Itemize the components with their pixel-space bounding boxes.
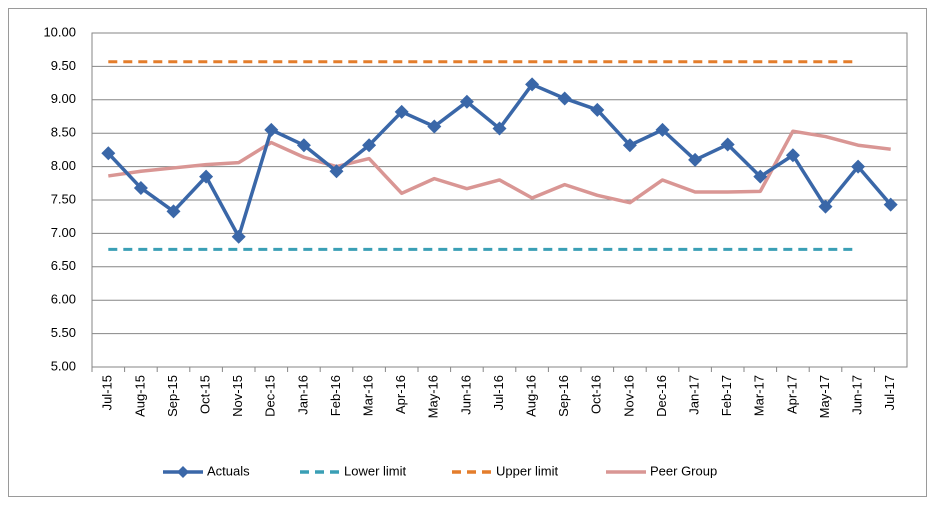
- x-tick-label: Sep-15: [165, 375, 180, 417]
- x-tick-label: Jan-16: [295, 375, 310, 415]
- x-tick-label: May-17: [817, 375, 832, 418]
- x-tick-label: Mar-17: [752, 375, 767, 416]
- y-tick-label: 10.00: [43, 24, 76, 39]
- x-tick-label: Sep-16: [556, 375, 571, 417]
- x-tick-label: Jan-17: [687, 375, 702, 415]
- y-tick-label: 5.00: [51, 358, 76, 373]
- legend-label: Actuals: [207, 463, 250, 478]
- x-tick-label: Oct-16: [589, 375, 604, 414]
- x-tick-label: Oct-15: [198, 375, 213, 414]
- x-tick-label: Jul-17: [882, 375, 897, 410]
- data-point: [329, 164, 344, 179]
- data-point: [492, 121, 507, 136]
- y-tick-label: 8.50: [51, 125, 76, 140]
- legend-label: Peer Group: [650, 463, 717, 478]
- x-tick-label: Jun-16: [458, 375, 473, 415]
- y-tick-label: 7.00: [51, 225, 76, 240]
- y-tick-label: 6.50: [51, 258, 76, 273]
- data-point: [655, 122, 670, 137]
- plot-area: [91, 32, 908, 368]
- data-point: [459, 94, 474, 109]
- y-tick-label: 5.50: [51, 325, 76, 340]
- data-point: [688, 152, 703, 167]
- legend-label: Lower limit: [344, 463, 407, 478]
- series-line: [108, 129, 891, 205]
- data-point: [166, 204, 181, 219]
- data-point: [851, 159, 866, 174]
- x-tick-label: Dec-16: [654, 375, 669, 417]
- x-tick-label: Jul-16: [491, 375, 506, 410]
- data-point: [590, 102, 605, 117]
- data-point: [557, 91, 572, 106]
- data-point: [231, 229, 246, 244]
- data-point: [818, 199, 833, 214]
- data-point: [720, 137, 735, 152]
- x-tick-label: Nov-16: [621, 375, 636, 417]
- x-tick-label: Jul-15: [100, 375, 115, 410]
- data-point: [525, 77, 540, 92]
- chart-frame: [8, 8, 927, 497]
- x-tick-label: Aug-16: [524, 375, 539, 417]
- x-tick-label: May-16: [426, 375, 441, 418]
- data-point: [296, 138, 311, 153]
- y-tick-label: 6.00: [51, 292, 76, 307]
- x-tick-label: Nov-15: [230, 375, 245, 417]
- y-tick-label: 9.50: [51, 58, 76, 73]
- data-point: [785, 148, 800, 163]
- y-tick-label: 9.00: [51, 91, 76, 106]
- data-point: [883, 197, 898, 212]
- x-tick-label: Apr-16: [393, 375, 408, 414]
- y-tick-label: 8.00: [51, 158, 76, 173]
- x-tick-label: Jun-17: [850, 375, 865, 415]
- x-tick-label: Apr-17: [784, 375, 799, 414]
- x-tick-label: Feb-17: [719, 375, 734, 416]
- x-tick-label: Dec-15: [263, 375, 278, 417]
- data-point: [264, 122, 279, 137]
- data-point: [362, 138, 377, 153]
- legend-marker: [177, 466, 189, 478]
- data-point: [394, 104, 409, 119]
- x-tick-label: Aug-15: [132, 375, 147, 417]
- x-tick-label: Feb-16: [328, 375, 343, 416]
- data-point: [753, 169, 768, 184]
- data-point: [101, 146, 116, 161]
- x-tick-label: Mar-16: [361, 375, 376, 416]
- y-tick-label: 7.50: [51, 191, 76, 206]
- data-point: [427, 119, 442, 134]
- data-point: [199, 169, 214, 184]
- legend-label: Upper limit: [496, 463, 559, 478]
- data-point: [622, 138, 637, 153]
- data-point: [133, 180, 148, 195]
